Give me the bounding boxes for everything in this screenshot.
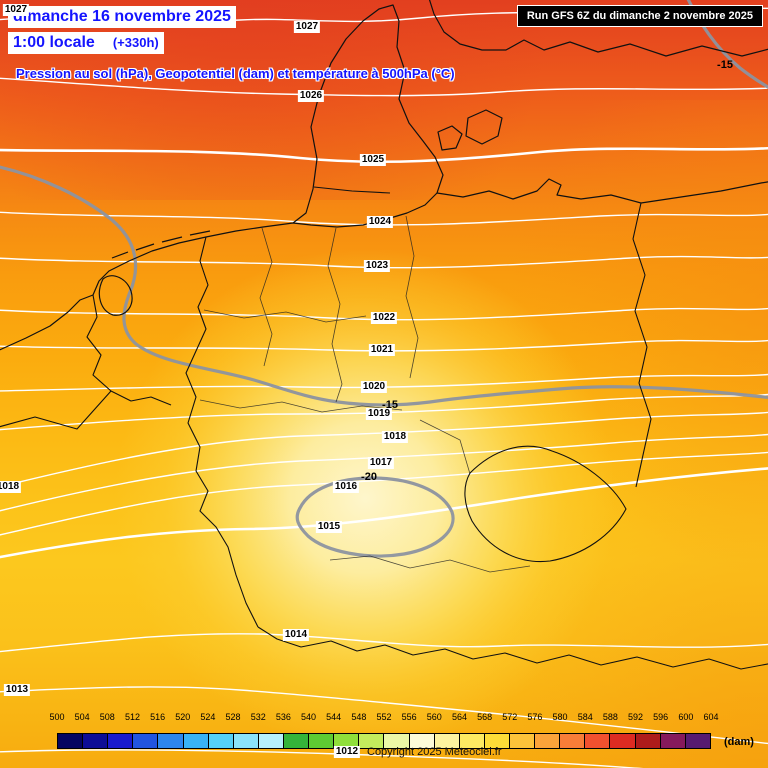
country-borders <box>0 186 768 670</box>
isobar-label: 1022 <box>370 312 398 324</box>
colorbar-cell <box>384 734 410 748</box>
forecast-date: dimanche 16 novembre 2025 <box>8 6 236 28</box>
colorbar-tick: 516 <box>150 712 166 722</box>
isobar-label: 1013 <box>3 684 31 696</box>
copyright: Copyright 2025 Meteociel.fr <box>367 746 502 758</box>
colorbar-cell <box>660 734 686 748</box>
colorbar-tick: 524 <box>200 712 216 722</box>
colorbar-cell <box>309 734 335 748</box>
geopotential-label: -15 <box>717 59 733 71</box>
isobar-label: 1014 <box>282 629 310 641</box>
colorbar-tick: 508 <box>99 712 115 722</box>
isobar-label: 1018 <box>381 431 409 443</box>
colorbar-cell <box>484 734 510 748</box>
isobar-label: 1018 <box>0 481 22 493</box>
colorbar-cell <box>585 734 611 748</box>
colorbar-tick: 572 <box>502 712 518 722</box>
colorbar-cell <box>434 734 460 748</box>
forecast-run-offset: (+330h) <box>112 35 159 50</box>
colorbar-tick: 568 <box>477 712 493 722</box>
colorbar-tick: 580 <box>552 712 568 722</box>
colorbar-cell <box>635 734 661 748</box>
colorbar-tick: 544 <box>326 712 342 722</box>
colorbar-tick: 536 <box>275 712 291 722</box>
colorbar-cell <box>610 734 636 748</box>
isobar-label: 1016 <box>332 481 360 493</box>
colorbar-cell <box>233 734 259 748</box>
colorbar-cell <box>283 734 310 748</box>
colorbar-tick: 592 <box>628 712 644 722</box>
isobar-label: 1019 <box>365 408 393 420</box>
colorbar-tick: 528 <box>225 712 241 722</box>
colorbar-tick: 584 <box>577 712 593 722</box>
region-borders <box>199 215 531 573</box>
colorbar-cell <box>258 734 284 748</box>
geopotential-label: -20 <box>361 471 377 483</box>
colorbar-cell <box>409 734 435 748</box>
colorbar-tick: 520 <box>175 712 191 722</box>
colorbar-cell <box>509 734 536 748</box>
forecast-time: 1:00 locale (+330h) <box>8 32 164 54</box>
colorbar-unit: (dam) <box>724 736 754 748</box>
isobar-label: 1021 <box>368 344 396 356</box>
run-info-box: Run GFS 6Z du dimanche 2 novembre 2025 <box>516 5 763 27</box>
colorbar-tick: 532 <box>250 712 266 722</box>
isobar-label: 1020 <box>360 381 388 393</box>
colorbar-tick: 512 <box>124 712 140 722</box>
isobar-label: 1012 <box>333 746 361 758</box>
colorbar-tick: 504 <box>74 712 90 722</box>
colorbar-tick: 500 <box>49 712 65 722</box>
colorbar-cell <box>133 734 159 748</box>
colorbar-tick: 564 <box>451 712 467 722</box>
colorbar-cell <box>334 734 360 748</box>
colorbar-cell <box>183 734 209 748</box>
colorbar-tick: 560 <box>426 712 442 722</box>
colorbar-cell <box>83 734 109 748</box>
colorbar-cell <box>459 734 485 748</box>
colorbar-tick: 552 <box>376 712 392 722</box>
forecast-time-text: 1:00 locale <box>13 34 95 51</box>
map-subtitle: Pression au sol (hPa), Geopotentiel (dam… <box>16 66 455 81</box>
geopotential-label: -15 <box>382 399 398 411</box>
colorbar-ticks: 500 504 508 512 516 520 524 528 532 536 540 544 548 5… <box>49 712 718 724</box>
colorbar-tick: 596 <box>653 712 669 722</box>
colorbar-tick: 556 <box>401 712 417 722</box>
colorbar-tick: 576 <box>527 712 543 722</box>
colorbar-cell <box>560 734 586 748</box>
colorbar-cell <box>685 734 710 748</box>
colorbar <box>57 733 711 749</box>
colorbar-cell <box>359 734 385 748</box>
colorbar-cell <box>208 734 234 748</box>
isobar-label: 1027 <box>293 21 321 33</box>
colorbar-cell <box>158 734 184 748</box>
colorbar-tick: 600 <box>678 712 694 722</box>
isobar-label: 1024 <box>366 216 394 228</box>
coastlines <box>0 0 768 351</box>
colorbar-tick: 604 <box>703 712 719 722</box>
colorbar-tick: 548 <box>351 712 367 722</box>
colorbar-tick: 588 <box>602 712 618 722</box>
colorbar-cell <box>108 734 134 748</box>
colorbar-cell <box>535 734 561 748</box>
isobar-label: 1023 <box>363 260 391 272</box>
isobar-label: 1027 <box>2 4 30 16</box>
colorbar-cell <box>58 734 84 748</box>
isobar-label: 1015 <box>315 521 343 533</box>
isobar-label: 1026 <box>297 90 325 102</box>
isobar-label: 1017 <box>367 457 395 469</box>
colorbar-tick: 540 <box>301 712 317 722</box>
isobar-label: 1025 <box>359 154 387 166</box>
